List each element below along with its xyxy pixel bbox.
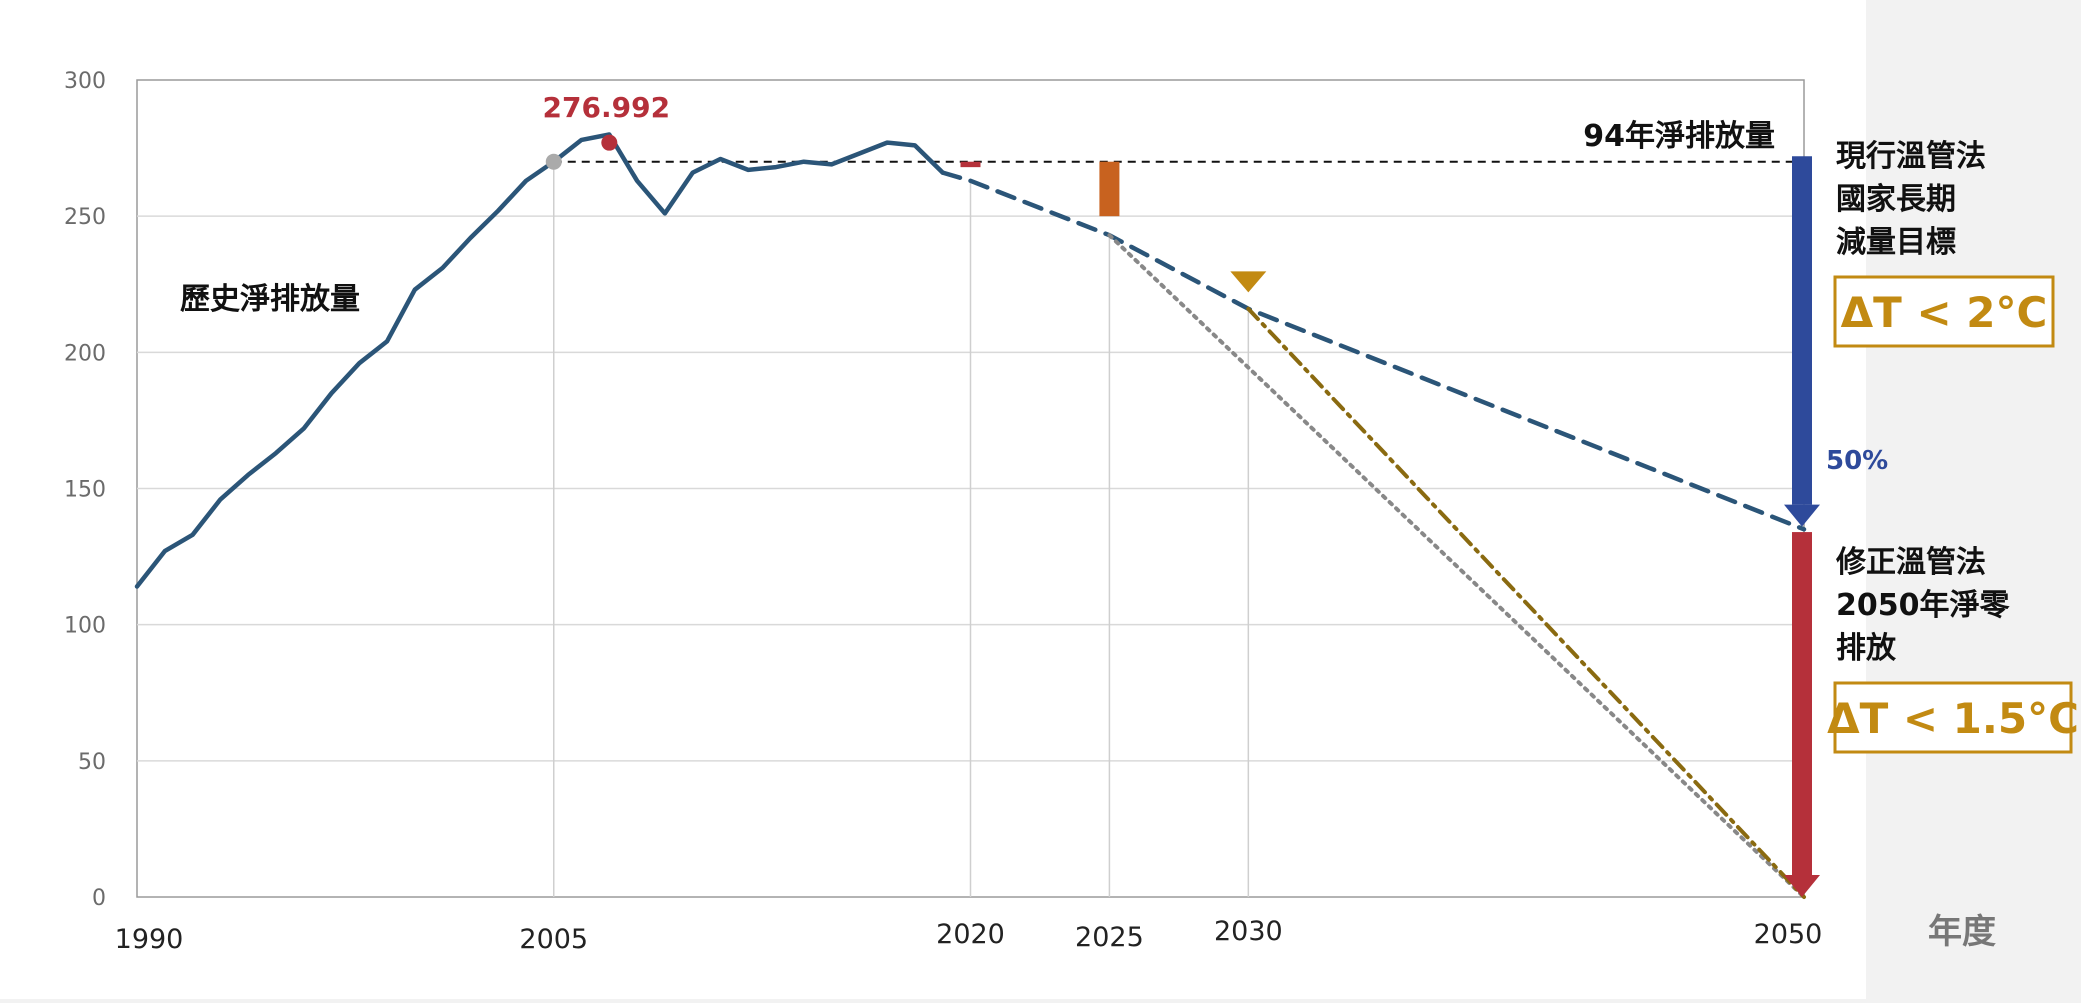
x-tick-label: 2005 (519, 924, 588, 955)
x-tick-label: 2050 (1754, 919, 1823, 950)
arrow-head (1784, 875, 1820, 897)
y-tick-label: 150 (64, 478, 106, 503)
arrow-shaft (1792, 156, 1812, 505)
x-tick-label: 2020 (936, 919, 1005, 950)
y-tick-label: 0 (92, 886, 106, 911)
target1-text-line: 減量目標 (1836, 225, 1956, 260)
arrow-head (1784, 504, 1820, 527)
bar-marker (1099, 161, 1120, 217)
arrow-percent-label: 50% (1826, 446, 1888, 476)
history-series-label: 歷史淨排放量 (180, 282, 360, 317)
x-tick-label: 2030 (1214, 916, 1283, 947)
arrow-shaft (1792, 532, 1812, 875)
y-tick-label: 200 (64, 341, 106, 366)
target2-text-line: 排放 (1836, 631, 1897, 666)
target2-temp-label: ΔT < 1.5°C (1827, 694, 2079, 743)
y-tick-label: 100 (64, 614, 106, 639)
target1-text-line: 國家長期 (1836, 182, 1956, 217)
y-tick-label: 50 (78, 750, 106, 775)
target1-text-line: 現行溫管法 (1836, 139, 1986, 174)
target2-text-line: 修正溫管法 (1835, 545, 1986, 580)
target1-temp-label: ΔT < 2°C (1841, 288, 2048, 337)
y-tick-label: 250 (64, 205, 106, 230)
x-tick-label: 1990 (115, 924, 184, 955)
bar-marker (960, 161, 981, 168)
x-tick-label: 2025 (1075, 922, 1144, 953)
base-point (545, 153, 562, 170)
y-tick-label: 300 (64, 69, 106, 94)
x-axis-label: 年度 (1928, 912, 1996, 952)
series-line (1246, 306, 1806, 899)
target2-temp-box (1833, 681, 2073, 754)
series-line (1107, 233, 1806, 899)
target1-temp-box (1833, 275, 2055, 348)
peak-value-label: 276.992 (543, 91, 671, 124)
target2-text-line: 2050年淨零 (1836, 588, 2010, 623)
reference-line-label: 94年淨排放量 (1583, 119, 1775, 154)
peak-point (601, 134, 618, 151)
triangle-marker (1230, 271, 1267, 293)
series-line (134, 132, 945, 589)
